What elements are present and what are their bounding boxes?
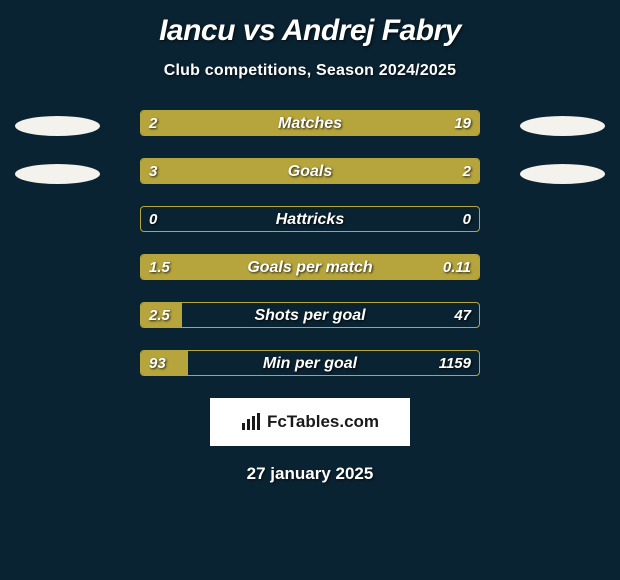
stat-label: Goals [141, 159, 479, 184]
bar-track: 32Goals [140, 158, 480, 184]
page-title: Iancu vs Andrej Fabry [0, 0, 620, 48]
bar-track: 2.547Shots per goal [140, 302, 480, 328]
stat-row: 32Goals [0, 158, 620, 188]
stat-label: Hattricks [141, 207, 479, 232]
stat-label: Min per goal [141, 351, 479, 376]
brand-text: FcTables.com [267, 412, 379, 432]
bar-track: 00Hattricks [140, 206, 480, 232]
brand-badge: FcTables.com [210, 398, 410, 446]
stat-row: 2.547Shots per goal [0, 302, 620, 332]
stat-label: Shots per goal [141, 303, 479, 328]
team-badge-left [15, 164, 100, 184]
stat-row: 219Matches [0, 110, 620, 140]
chart-icon [241, 413, 261, 431]
bar-track: 219Matches [140, 110, 480, 136]
stat-row: 00Hattricks [0, 206, 620, 236]
team-badge-right [520, 164, 605, 184]
footer-date: 27 january 2025 [0, 464, 620, 484]
subtitle: Club competitions, Season 2024/2025 [0, 62, 620, 80]
team-badge-right [520, 116, 605, 136]
bar-track: 1.50.11Goals per match [140, 254, 480, 280]
bar-track: 931159Min per goal [140, 350, 480, 376]
team-badge-left [15, 116, 100, 136]
stat-row: 931159Min per goal [0, 350, 620, 380]
stat-label: Matches [141, 111, 479, 136]
stat-row: 1.50.11Goals per match [0, 254, 620, 284]
stat-label: Goals per match [141, 255, 479, 280]
comparison-chart: 219Matches 32Goals 00Hattricks 1.50.11Goals… [0, 110, 620, 380]
